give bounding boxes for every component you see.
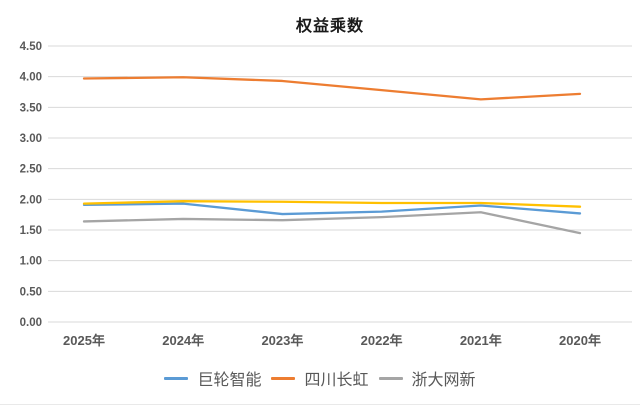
x-tick-label: 2020年	[559, 333, 601, 348]
y-tick-label: 3.00	[20, 133, 42, 145]
x-tick-label: 2023年	[261, 333, 303, 348]
legend-line-swatch	[271, 376, 296, 380]
y-tick-label: 2.00	[20, 194, 42, 206]
y-tick-label: 1.50	[20, 225, 42, 237]
y-tick-label: 1.00	[20, 256, 42, 268]
legend-line-swatch	[378, 376, 403, 380]
y-tick-label: 2.50	[20, 164, 42, 176]
legend-label: 巨轮智能	[197, 372, 262, 389]
x-tick-label: 2021年	[460, 333, 502, 348]
series-line-四川长虹	[82, 76, 582, 101]
series-line-浙大网新	[82, 211, 582, 235]
chart-title: 权益乘数	[295, 18, 364, 35]
legend-line-swatch	[164, 376, 189, 380]
y-tick-label: 0.00	[20, 317, 42, 329]
legend-label: 浙大网新	[411, 372, 476, 389]
y-tick-label: 3.50	[20, 102, 42, 114]
chart-legend: 巨轮智能 四川长虹 浙大网新	[0, 366, 640, 390]
legend-item: 巨轮智能	[164, 366, 261, 390]
x-tick-label: 2022年	[361, 333, 403, 348]
legend-item: 浙大网新	[378, 366, 476, 390]
y-tick-label: 4.00	[20, 72, 42, 84]
y-tick-label: 4.50	[20, 41, 42, 53]
series-line-unlabeled	[82, 200, 582, 208]
legend-label: 四川长虹	[304, 372, 369, 389]
x-tick-label: 2025年	[63, 333, 105, 348]
y-tick-label: 0.50	[20, 286, 42, 298]
legend-item: 四川长虹	[271, 366, 369, 390]
x-tick-label: 2024年	[162, 333, 204, 348]
series-line-巨轮智能	[82, 202, 582, 216]
